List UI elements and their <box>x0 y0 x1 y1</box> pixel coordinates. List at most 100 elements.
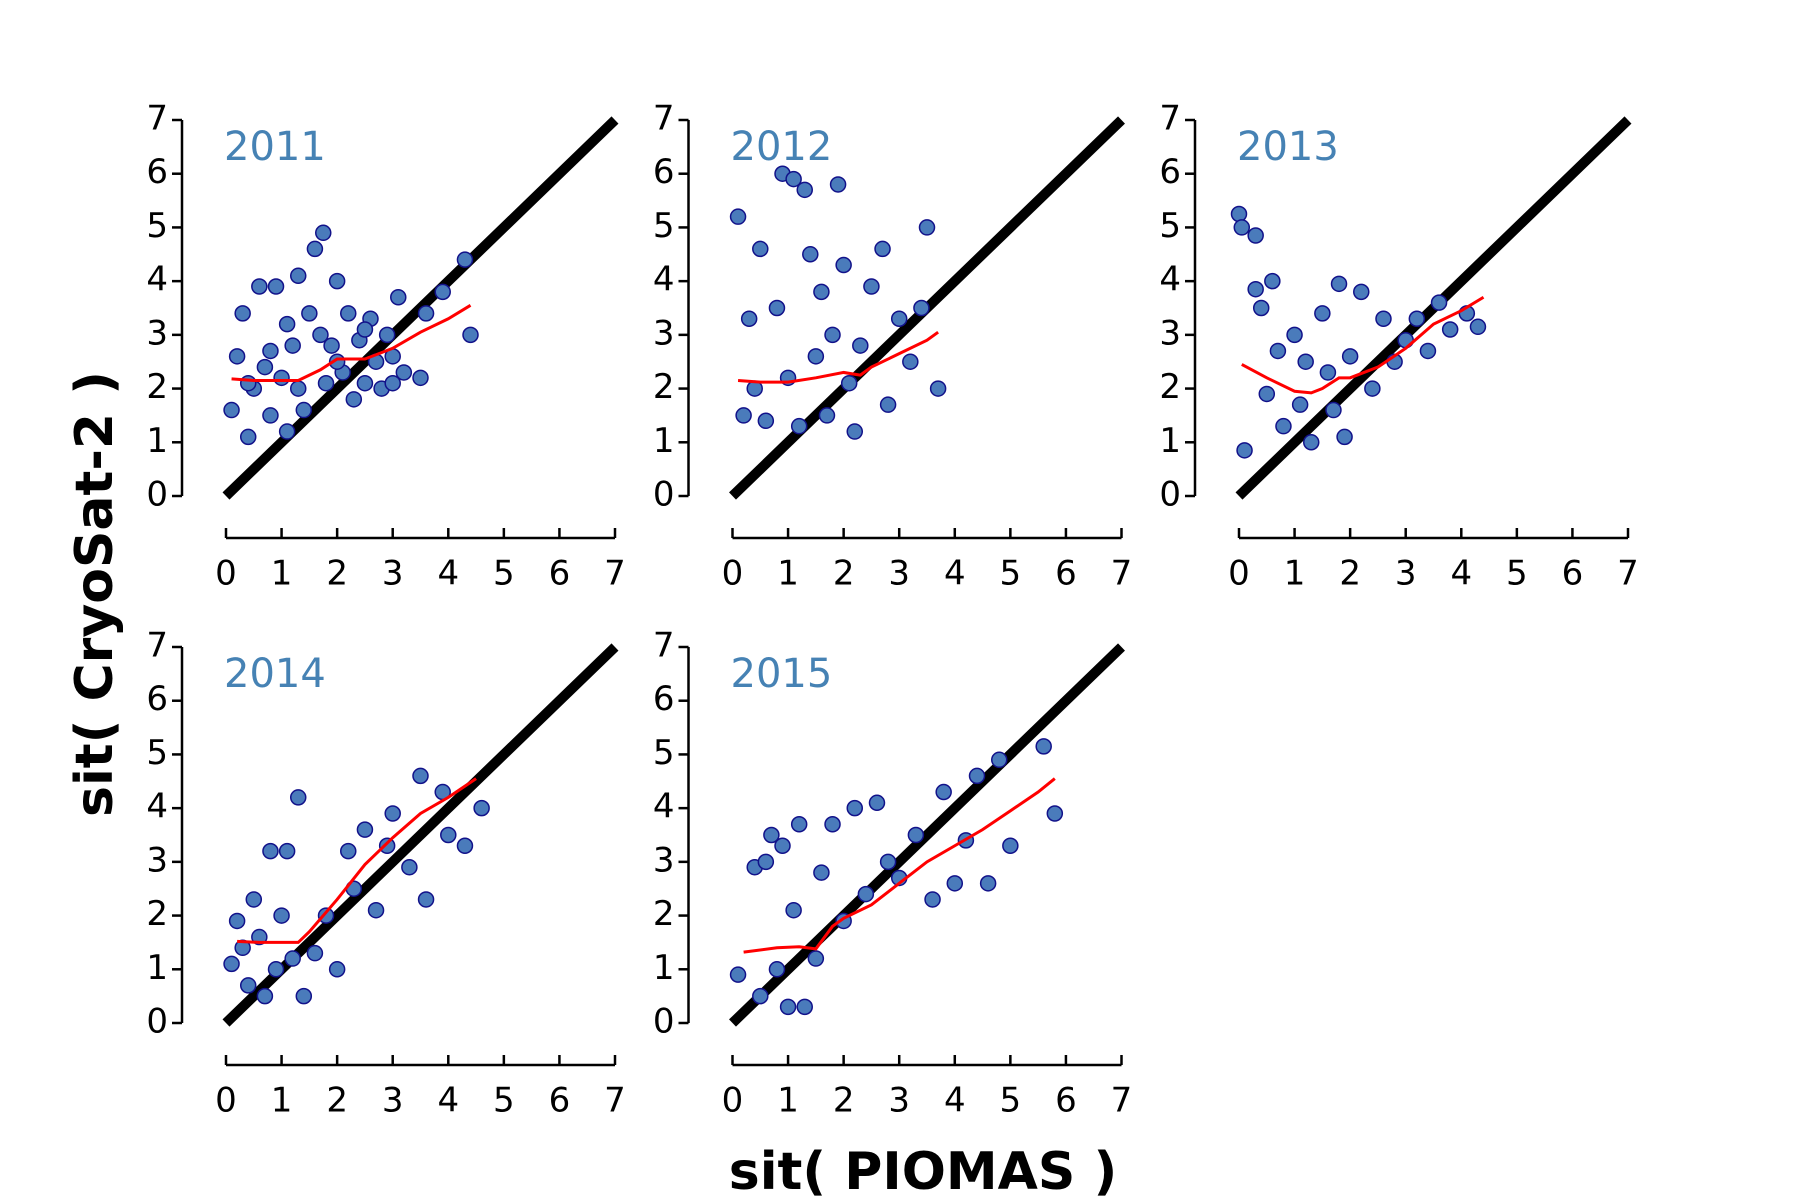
data-point <box>228 348 246 365</box>
x-tick-label: 4 <box>437 1081 459 1121</box>
data-point <box>824 816 841 833</box>
y-tick-label: 7 <box>653 626 675 666</box>
data-point <box>1419 342 1437 360</box>
data-point <box>1353 283 1370 301</box>
data-point <box>1002 837 1019 854</box>
identity-line <box>222 643 619 1027</box>
data-point <box>935 783 952 801</box>
data-point <box>1430 294 1448 311</box>
data-point <box>752 987 769 1005</box>
data-point <box>740 310 758 327</box>
data-point <box>807 950 825 967</box>
data-point <box>796 181 813 199</box>
x-tick-label: 4 <box>1450 554 1472 594</box>
data-point <box>345 391 363 408</box>
data-point <box>223 401 240 419</box>
y-tick-label: 6 <box>1159 152 1181 192</box>
data-point <box>317 374 335 392</box>
y-tick-label: 1 <box>653 948 675 988</box>
data-point <box>390 289 407 306</box>
data-point <box>807 348 825 365</box>
data-point <box>913 299 930 317</box>
data-point <box>256 987 274 1005</box>
data-point <box>367 901 385 919</box>
y-tick-label: 4 <box>653 787 675 827</box>
data-point <box>846 423 864 440</box>
y-tick-label: 2 <box>146 894 168 934</box>
data-point <box>234 305 251 322</box>
fit-line <box>231 304 472 383</box>
data-point <box>918 219 936 236</box>
data-point <box>852 337 869 354</box>
x-tick-label: 5 <box>1506 554 1528 594</box>
panel-title: 2012 <box>731 124 833 170</box>
y-tick-label: 5 <box>146 206 168 246</box>
x-tick-label: 1 <box>1284 554 1306 594</box>
data-point <box>273 907 290 924</box>
data-point <box>1264 272 1281 290</box>
data-point <box>315 224 332 242</box>
x-tick-label: 5 <box>1000 1081 1022 1121</box>
data-point <box>412 369 429 387</box>
data-point <box>1291 396 1309 413</box>
y-tick-label: 6 <box>653 679 675 719</box>
data-point <box>434 283 451 301</box>
y-tick-label: 6 <box>146 679 168 719</box>
data-point <box>456 251 474 268</box>
data-point <box>1236 442 1253 459</box>
data-point <box>785 170 802 188</box>
data-point <box>729 966 747 983</box>
data-point <box>813 283 830 301</box>
data-point <box>223 955 240 973</box>
data-point <box>735 407 752 424</box>
data-point <box>968 767 986 785</box>
y-tick-label: 7 <box>146 99 168 139</box>
data-point <box>752 240 769 258</box>
data-point <box>289 789 307 806</box>
x-tick-label: 0 <box>722 554 744 594</box>
data-point <box>328 272 346 290</box>
data-point <box>1375 310 1392 327</box>
data-point <box>256 358 274 376</box>
data-point <box>1046 805 1064 822</box>
x-tick-label: 6 <box>1055 554 1077 594</box>
y-tick-label: 4 <box>146 260 168 300</box>
y-tick-label: 3 <box>653 313 675 353</box>
data-point <box>785 901 802 919</box>
fit-line <box>237 777 477 944</box>
data-point <box>278 842 296 860</box>
y-tick-label: 1 <box>146 421 168 461</box>
x-tick-label: 1 <box>777 1081 799 1121</box>
y-tick-label: 5 <box>1159 206 1181 246</box>
x-tick-label: 4 <box>437 554 459 594</box>
data-point <box>462 326 479 344</box>
data-point <box>412 767 429 785</box>
x-tick-label: 4 <box>944 554 966 594</box>
x-tick-label: 2 <box>833 1081 855 1121</box>
x-tick-label: 1 <box>271 1081 293 1121</box>
x-tick-label: 3 <box>888 1081 910 1121</box>
data-point <box>1302 434 1320 451</box>
data-point <box>267 278 285 295</box>
data-point <box>1258 385 1276 403</box>
data-point <box>824 326 841 344</box>
x-tick-label: 7 <box>1111 1081 1133 1121</box>
data-point <box>874 240 891 258</box>
data-point <box>262 407 279 424</box>
y-tick-label: 1 <box>146 948 168 988</box>
data-point <box>846 799 864 817</box>
data-point <box>1469 318 1487 336</box>
data-point <box>768 961 786 978</box>
identity-line <box>729 643 1125 1027</box>
fit-line <box>743 777 1056 954</box>
x-tick-label: 1 <box>777 554 799 594</box>
data-point <box>284 950 301 967</box>
data-point <box>1247 280 1264 298</box>
data-point <box>1336 428 1353 446</box>
data-point <box>306 240 324 258</box>
x-tick-label: 0 <box>215 554 237 594</box>
data-point <box>284 337 301 354</box>
